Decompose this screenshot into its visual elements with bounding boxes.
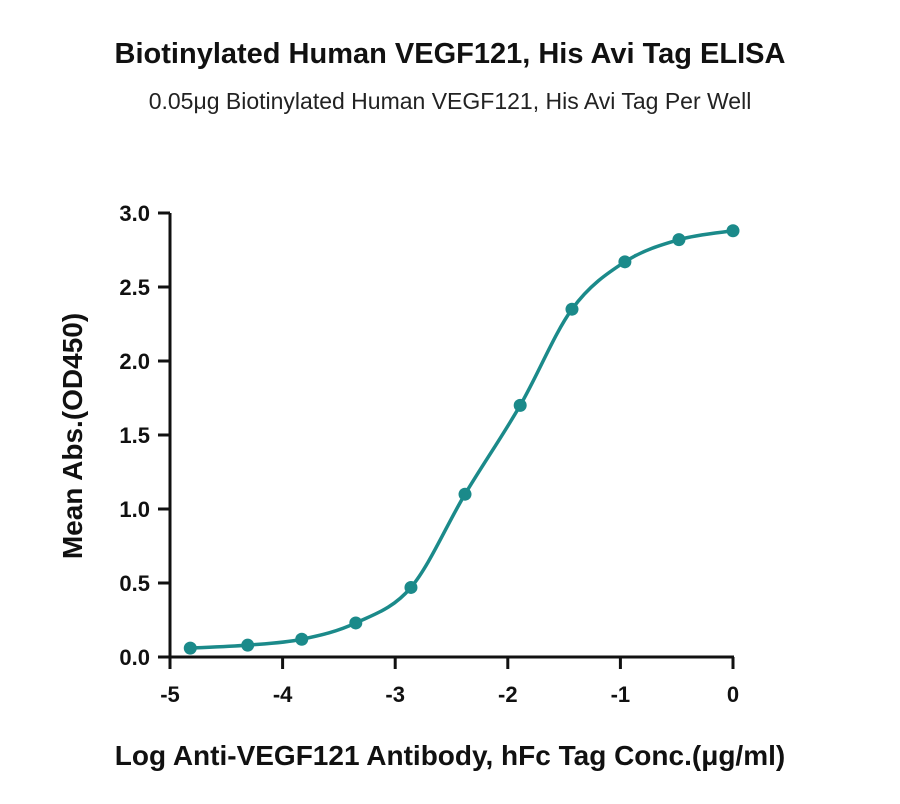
y-tick-label: 2.0 <box>119 349 150 374</box>
x-tick-label: 0 <box>727 682 739 707</box>
data-point <box>618 255 632 269</box>
y-axis-label: Mean Abs.(OD450) <box>57 313 88 559</box>
fit-curve <box>190 229 734 650</box>
x-tick-label: -1 <box>611 682 631 707</box>
data-point <box>241 638 255 652</box>
x-tick-label: -3 <box>385 682 405 707</box>
y-tick-label: 0.0 <box>119 645 150 670</box>
data-point <box>672 233 686 247</box>
x-tick-label: -2 <box>498 682 518 707</box>
data-point <box>458 487 472 501</box>
x-axis-label: Log Anti-VEGF121 Antibody, hFc Tag Conc.… <box>115 740 785 771</box>
x-tick-label: -5 <box>160 682 180 707</box>
data-point <box>295 632 309 646</box>
y-tick-label: 0.5 <box>119 571 150 596</box>
chart-subtitle: 0.05μg Biotinylated Human VEGF121, His A… <box>148 88 752 114</box>
data-point <box>183 641 197 655</box>
y-tick-label: 1.0 <box>119 497 150 522</box>
data-point <box>565 302 579 316</box>
y-tick-label: 2.5 <box>119 275 150 300</box>
data-point <box>726 224 740 238</box>
chart-title: Biotinylated Human VEGF121, His Avi Tag … <box>114 38 786 70</box>
data-point <box>404 580 418 594</box>
fit-curve-layer <box>190 229 734 650</box>
data-points-layer <box>183 224 740 655</box>
data-point <box>349 616 363 630</box>
data-point <box>513 398 527 412</box>
x-tick-label: -4 <box>273 682 293 707</box>
chart-axes: -5 -4 -3 -2 -1 0 0.0 0.5 1.0 1.5 2.0 2.5 3.0 <box>119 201 739 707</box>
y-tick-label: 3.0 <box>119 201 150 226</box>
y-tick-label: 1.5 <box>119 423 150 448</box>
